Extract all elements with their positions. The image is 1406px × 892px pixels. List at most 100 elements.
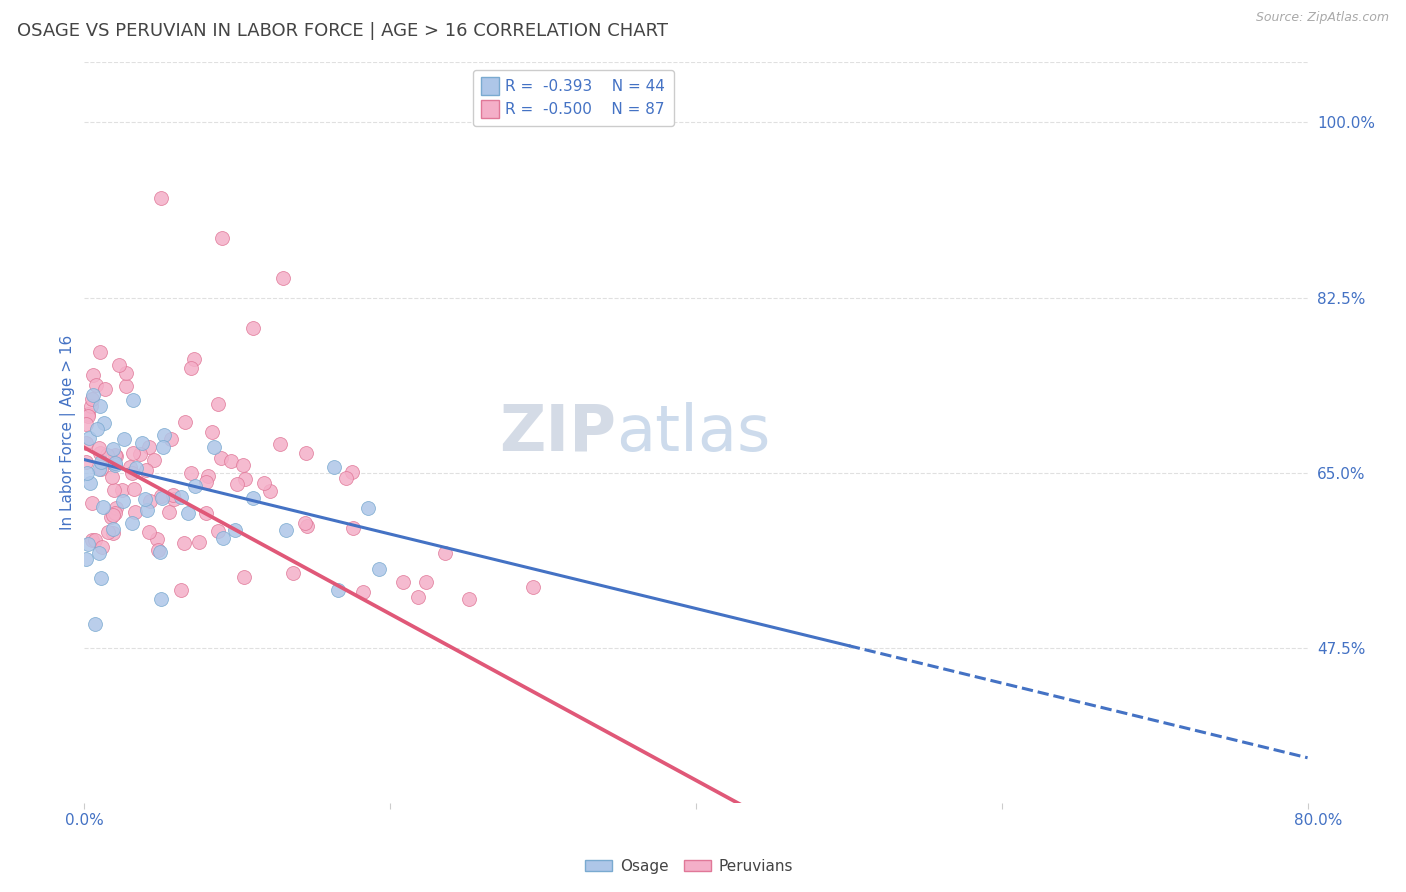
Point xyxy=(76,409,98,423)
Point xyxy=(352,585,374,599)
Point xyxy=(124,505,146,519)
Point xyxy=(149,190,172,204)
Point xyxy=(139,493,162,508)
Point xyxy=(80,533,103,547)
Point xyxy=(75,552,97,566)
Point xyxy=(100,510,122,524)
Point xyxy=(149,545,172,559)
Point xyxy=(242,320,264,334)
Point xyxy=(295,518,318,533)
Point xyxy=(162,488,184,502)
Point xyxy=(82,392,104,407)
Point xyxy=(97,525,120,540)
Point xyxy=(103,506,125,520)
Point xyxy=(259,484,281,499)
Text: ZIP: ZIP xyxy=(499,401,616,464)
Point xyxy=(173,415,195,429)
Point xyxy=(392,575,415,590)
Point xyxy=(357,500,380,515)
Point xyxy=(271,270,294,285)
Point xyxy=(180,360,202,375)
Point xyxy=(77,407,100,421)
Point xyxy=(105,450,128,464)
Point xyxy=(120,460,142,475)
Point xyxy=(294,516,316,531)
Point xyxy=(522,580,544,594)
Point xyxy=(195,506,218,520)
Point xyxy=(242,491,264,505)
Point xyxy=(150,592,173,607)
Point xyxy=(82,368,104,382)
Point xyxy=(177,506,200,520)
Point xyxy=(148,542,170,557)
Point xyxy=(103,525,125,540)
Point xyxy=(89,345,111,359)
Point xyxy=(434,546,457,560)
Point xyxy=(143,453,166,467)
Point xyxy=(79,475,101,490)
Y-axis label: In Labor Force | Age > 16: In Labor Force | Age > 16 xyxy=(60,335,76,530)
Point xyxy=(122,393,145,408)
Point xyxy=(103,442,125,456)
Point xyxy=(82,387,104,401)
Point xyxy=(150,491,173,505)
Point xyxy=(184,479,207,493)
Point xyxy=(104,456,127,470)
Point xyxy=(86,377,108,392)
Point xyxy=(114,379,136,393)
Point xyxy=(197,469,219,483)
Point xyxy=(115,367,138,381)
Point xyxy=(281,566,304,581)
Text: OSAGE VS PERUVIAN IN LABOR FORCE | AGE > 16 CORRELATION CHART: OSAGE VS PERUVIAN IN LABOR FORCE | AGE >… xyxy=(17,22,668,40)
Text: atlas: atlas xyxy=(616,401,770,464)
Point xyxy=(219,454,242,468)
Point xyxy=(89,446,111,460)
Point xyxy=(90,462,112,476)
Point xyxy=(211,230,233,244)
Point xyxy=(415,574,437,589)
Point xyxy=(93,416,115,430)
Point xyxy=(91,500,114,515)
Point xyxy=(342,521,364,535)
Point xyxy=(202,440,225,454)
Point xyxy=(209,450,232,465)
Point xyxy=(134,491,156,506)
Point xyxy=(96,448,118,462)
Point xyxy=(326,582,349,597)
Point xyxy=(103,508,125,522)
Point xyxy=(224,523,246,537)
Point xyxy=(89,442,111,456)
Point xyxy=(104,501,127,516)
Point xyxy=(187,534,209,549)
Point xyxy=(76,467,98,481)
Point xyxy=(131,435,153,450)
Point xyxy=(153,428,176,442)
Point xyxy=(108,359,131,373)
Point xyxy=(80,399,103,413)
Point xyxy=(87,462,110,476)
Point xyxy=(226,476,249,491)
Point xyxy=(183,351,205,366)
Point xyxy=(253,475,276,490)
Point xyxy=(207,397,229,411)
Point xyxy=(233,570,256,584)
Point xyxy=(91,540,114,554)
Point xyxy=(170,490,193,504)
Point xyxy=(406,590,429,604)
Point xyxy=(323,459,346,474)
Point xyxy=(163,491,186,506)
Point xyxy=(207,524,229,538)
Point xyxy=(79,431,101,445)
Point xyxy=(103,522,125,536)
Point xyxy=(80,496,103,510)
Point xyxy=(124,461,146,475)
Point xyxy=(170,583,193,598)
Point xyxy=(135,463,157,477)
Legend: Osage, Peruvians: Osage, Peruvians xyxy=(578,853,800,880)
Point xyxy=(269,437,291,451)
Point xyxy=(295,445,318,459)
Point xyxy=(103,456,125,470)
Point xyxy=(94,382,117,396)
Point xyxy=(129,447,152,461)
Point xyxy=(87,546,110,560)
